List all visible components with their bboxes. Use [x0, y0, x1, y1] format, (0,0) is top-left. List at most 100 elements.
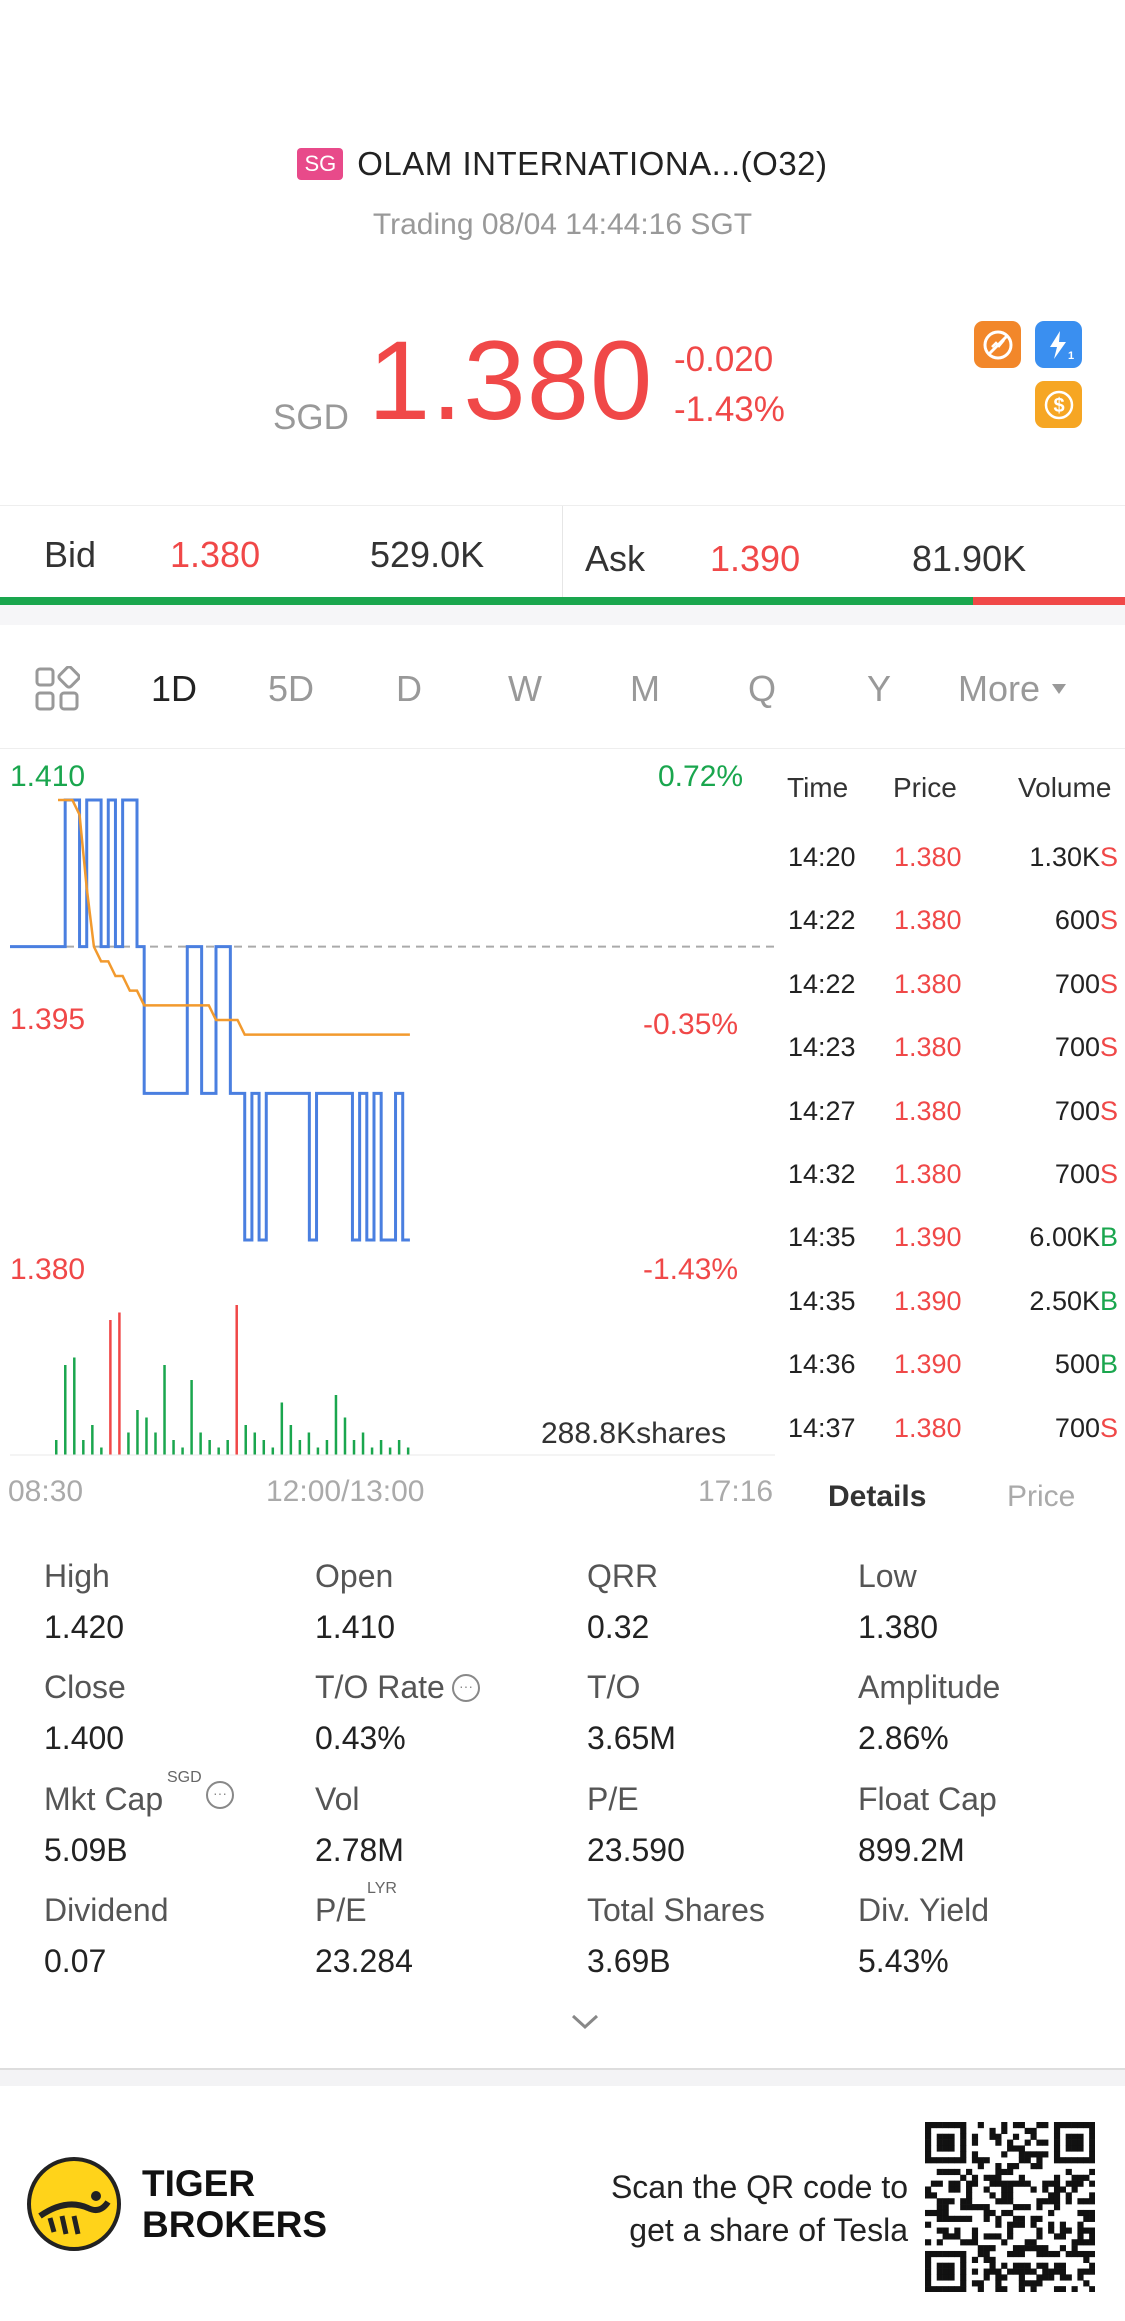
volume-bar	[406, 1447, 410, 1455]
qr-module	[925, 2256, 932, 2263]
volume-bar	[289, 1425, 293, 1455]
volume-bar	[64, 1365, 67, 1455]
qr-module	[983, 2250, 990, 2258]
qr-module	[1030, 2268, 1037, 2275]
qr-module	[1071, 2239, 1078, 2246]
bid-ask-row: Bid 1.380 529.0K Ask 1.390 81.90K	[0, 505, 1125, 601]
intraday-chart[interactable]	[0, 750, 780, 1470]
tab-5d[interactable]: 5D	[268, 668, 315, 709]
qr-module	[960, 2268, 967, 2275]
expand-chevron-icon[interactable]	[570, 2012, 600, 2037]
qr-code[interactable]	[925, 2122, 1095, 2292]
qr-module	[977, 2204, 984, 2211]
qr-module	[925, 2139, 932, 2146]
qr-module	[942, 2145, 949, 2152]
qr-module	[948, 2168, 955, 2176]
tick-volume: 700S	[1054, 1159, 1118, 1189]
volume-bar	[145, 1417, 148, 1455]
qr-module	[960, 2174, 967, 2181]
chart-pct-label-high: 0.72%	[658, 760, 744, 793]
qr-module	[1071, 2174, 1078, 2181]
qr-module	[954, 2286, 961, 2292]
qr-module	[1001, 2122, 1008, 2129]
qr-module	[1065, 2157, 1072, 2164]
tick-row: 14:22 1.380 700S	[788, 969, 1118, 1032]
tab-year[interactable]: Y	[867, 668, 892, 709]
stat-label: Close	[44, 1669, 126, 1705]
qr-module	[936, 2215, 943, 2222]
qr-module	[1001, 2198, 1008, 2205]
qr-module	[1053, 2204, 1061, 2211]
qr-module	[995, 2139, 1002, 2146]
volume-bar	[343, 1417, 347, 1455]
qr-module	[1083, 2174, 1090, 2181]
qr-module	[1007, 2227, 1014, 2234]
tab-price[interactable]: Price	[1007, 1480, 1076, 1513]
volume-bar	[397, 1440, 401, 1455]
mkt-cap-info-icon[interactable]: ···	[206, 1781, 234, 1809]
qr-module	[971, 2204, 979, 2211]
to-rate-info-icon[interactable]: ···	[452, 1674, 480, 1702]
tick-time: 14:20	[788, 842, 856, 872]
qr-module	[1089, 2286, 1095, 2292]
qr-module	[1036, 2262, 1043, 2269]
tick-time: 14:36	[788, 1349, 856, 1380]
qr-module	[925, 2274, 932, 2281]
tab-quarter[interactable]: Q	[748, 668, 777, 709]
stat-value: 1.420	[44, 1609, 125, 1645]
qr-module	[1065, 2274, 1072, 2281]
lightning-level1-icon[interactable]: 1	[1035, 321, 1082, 368]
tick-volume: 600S	[1054, 905, 1118, 936]
grid-icon[interactable]	[34, 665, 81, 717]
dollar-icon[interactable]: $	[1035, 381, 1082, 428]
qr-module	[971, 2233, 979, 2240]
tab-details[interactable]: Details	[828, 1480, 927, 1513]
volume-bar	[388, 1447, 392, 1455]
qr-module	[1077, 2239, 1084, 2246]
tab-month[interactable]: M	[630, 668, 660, 709]
qr-module	[936, 2180, 943, 2187]
tick-price: 1.380	[894, 905, 962, 936]
qr-module	[1001, 2168, 1008, 2176]
qr-module	[966, 2215, 973, 2222]
qr-module	[1007, 2198, 1014, 2205]
volume-bar	[361, 1432, 365, 1455]
qr-module	[1065, 2180, 1072, 2187]
volume-bar	[190, 1380, 193, 1455]
stat-value: 3.69B	[587, 1943, 671, 1979]
qr-module	[1012, 2180, 1020, 2187]
tab-week[interactable]: W	[508, 668, 542, 709]
qr-module	[960, 2250, 967, 2258]
tab-day[interactable]: D	[396, 668, 422, 709]
chart-y-label-mid: 1.395	[10, 1003, 86, 1036]
tick-price: 1.380	[894, 1412, 962, 1443]
qr-module	[1030, 2280, 1037, 2287]
volume-total-label: 288.8Kshares	[541, 1417, 727, 1450]
bid-size: 529.0K	[370, 534, 485, 575]
qr-module	[942, 2198, 949, 2205]
qr-module	[1071, 2145, 1078, 2152]
qr-module	[1071, 2157, 1078, 2164]
tab-more[interactable]: More	[958, 668, 1068, 710]
volume-bar	[244, 1425, 247, 1455]
stat-value: 1.380	[858, 1609, 939, 1645]
qr-module	[1083, 2215, 1090, 2222]
tab-1d[interactable]: 1D	[151, 668, 198, 709]
volume-bar	[352, 1440, 356, 1455]
qr-module	[1053, 2157, 1061, 2164]
qr-module	[989, 2174, 996, 2181]
stat-value: 0.43%	[315, 1720, 406, 1756]
stat-value: 3.65M	[587, 1720, 676, 1756]
tick-side: B	[1099, 1349, 1118, 1380]
stat-label: Amplitude	[858, 1669, 1001, 1705]
qr-module	[1071, 2250, 1078, 2258]
currency-label: SGD	[273, 398, 349, 437]
no-short-icon[interactable]	[974, 321, 1021, 368]
qr-module	[1042, 2250, 1049, 2258]
qr-module	[1048, 2180, 1055, 2187]
qr-module	[1089, 2215, 1095, 2222]
chart-x-label-open: 08:30	[8, 1475, 84, 1508]
volume-bar	[73, 1357, 76, 1455]
qr-module	[1059, 2268, 1066, 2275]
qr-module	[1036, 2151, 1043, 2158]
